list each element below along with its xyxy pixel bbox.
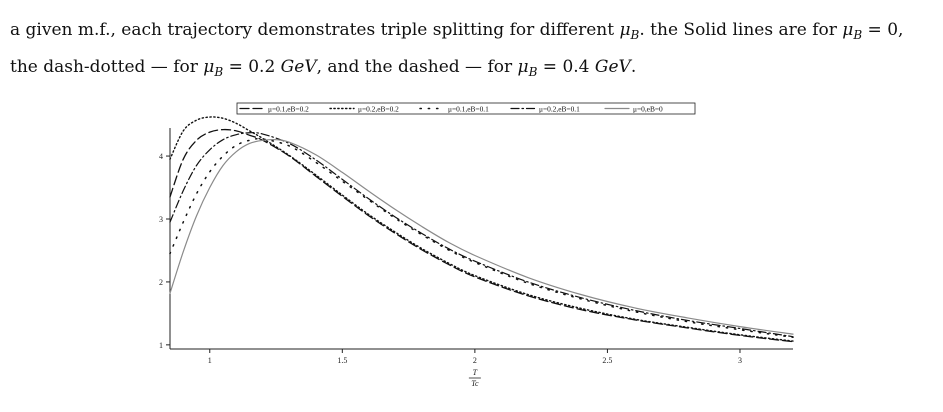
caption-text: a given m.f., each trajectory demonstrat… <box>10 20 620 40</box>
caption-equation: = 0.2 <box>223 57 281 77</box>
legend-label: μ=0.2,eB=0.2 <box>358 105 399 114</box>
legend-label: μ=0.1,eB=0.1 <box>448 105 489 114</box>
caption-text: , and the dashed — for <box>316 57 518 77</box>
legend-box <box>236 102 696 115</box>
caption-text: . <box>630 57 637 77</box>
x-axis-label-numerator: T <box>473 368 478 377</box>
mu-symbol: μ <box>203 57 215 77</box>
mu-subscript: B <box>630 28 640 42</box>
series-line <box>169 128 794 343</box>
mu-symbol: μ <box>842 20 854 40</box>
caption-equation: = 0, <box>862 20 904 40</box>
figure-caption: a given m.f., each trajectory demonstrat… <box>10 14 935 88</box>
series-line <box>169 132 794 338</box>
x-tick-label: 2 <box>473 356 477 365</box>
y-tick-label: 4 <box>159 152 163 161</box>
x-tick-label: 3 <box>738 356 742 365</box>
unit-gev: GeV <box>594 57 631 77</box>
unit-gev: GeV <box>280 57 317 77</box>
caption-text: . the Solid lines are for <box>639 20 843 40</box>
mu-subscript: B <box>853 28 863 42</box>
legend-label: μ=0.2,eB=0.1 <box>539 105 580 114</box>
chart-legend: μ=0.1,eB=0.2 μ=0.2,eB=0.2 μ=0.1,eB=0.1 μ=0.… <box>236 102 696 115</box>
x-tick-label: 2.5 <box>602 356 612 365</box>
y-tick-label: 2 <box>159 278 163 287</box>
legend-label: μ=0,eB=0 <box>633 105 663 114</box>
caption-line-1: a given m.f., each trajectory demonstrat… <box>10 14 935 51</box>
x-tick-label: 1 <box>208 356 212 365</box>
y-tick-label: 3 <box>159 215 163 224</box>
plot-area: 1 2 3 4 1 1.5 2 2.5 3 T Tc <box>159 116 794 388</box>
y-tick-label: 1 <box>159 341 163 350</box>
legend-label: μ=0.1,eB=0.2 <box>268 105 309 114</box>
series-line <box>169 137 794 339</box>
x-axis-label-denominator: Tc <box>471 379 479 388</box>
mu-symbol: μ <box>517 57 529 77</box>
series-line <box>169 138 794 335</box>
caption-equation: = 0.4 <box>537 57 595 77</box>
caption-line-2: the dash-dotted — for μB = 0.2 GeV, and … <box>10 51 935 88</box>
mu-subscript: B <box>528 65 538 79</box>
mu-subscript: B <box>214 65 224 79</box>
caption-text: the dash-dotted — for <box>10 57 204 77</box>
x-tick-label: 1.5 <box>337 356 347 365</box>
mu-symbol: μ <box>619 20 631 40</box>
series-line <box>169 116 794 342</box>
